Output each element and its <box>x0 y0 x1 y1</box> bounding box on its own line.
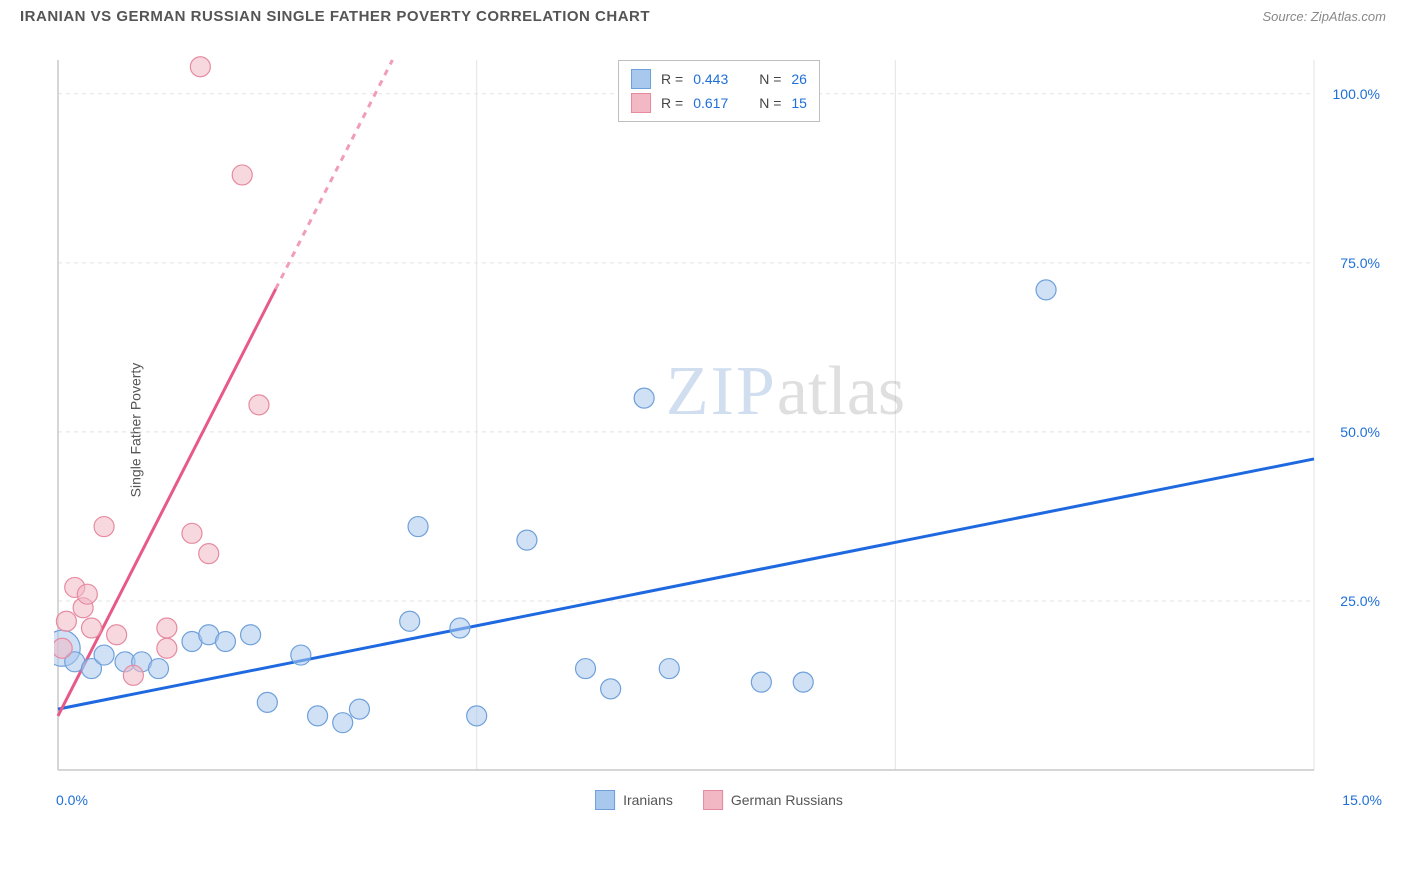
legend-swatch <box>595 790 615 810</box>
legend-series-label: German Russians <box>731 792 843 808</box>
scatter-plot-svg <box>54 50 1384 810</box>
chart-title: IRANIAN VS GERMAN RUSSIAN SINGLE FATHER … <box>20 8 650 25</box>
x-axis-min-label: 0.0% <box>56 792 88 808</box>
source-attribution: Source: ZipAtlas.com <box>1262 9 1386 24</box>
legend-series-label: Iranians <box>623 792 673 808</box>
legend-swatch <box>703 790 723 810</box>
legend-correlation-row: R =0.617N =15 <box>631 91 807 115</box>
legend-swatch <box>631 69 651 89</box>
legend-correlation-row: R =0.443N =26 <box>631 67 807 91</box>
y-tick-label: 50.0% <box>1340 424 1380 440</box>
series-legend: Iranians German Russians <box>595 790 843 810</box>
legend-series-item: German Russians <box>703 790 843 810</box>
y-tick-label: 100.0% <box>1333 86 1380 102</box>
correlation-legend: R =0.443N =26R =0.617N =15 <box>618 60 820 122</box>
y-tick-label: 25.0% <box>1340 593 1380 609</box>
chart-area: Single Father Poverty ZIPatlas R =0.443N… <box>54 50 1384 810</box>
x-axis-max-label: 15.0% <box>1342 792 1382 808</box>
legend-swatch <box>631 93 651 113</box>
legend-series-item: Iranians <box>595 790 673 810</box>
y-tick-label: 75.0% <box>1340 255 1380 271</box>
